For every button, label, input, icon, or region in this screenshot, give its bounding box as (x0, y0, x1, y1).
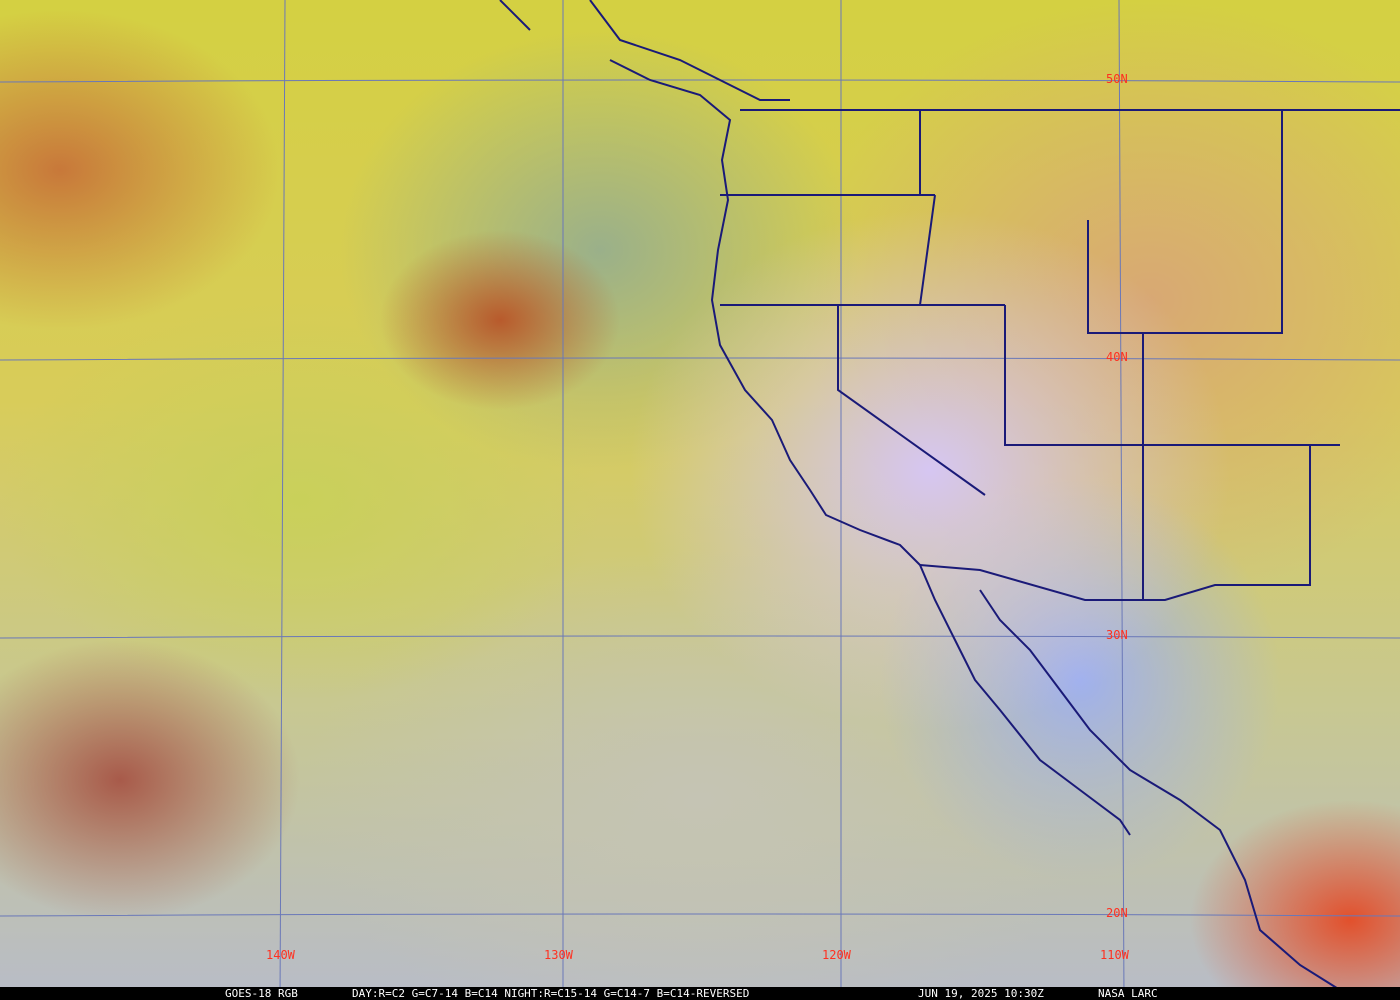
parallel-40n (0, 357, 1400, 361)
lat-label-30n: 30N (1106, 628, 1128, 642)
caption-satellite: GOES-18 RGB (225, 987, 298, 1000)
caption-credit: NASA LARC (1098, 987, 1158, 1000)
lat-label-50n: 50N (1106, 72, 1128, 86)
parallel-20n (0, 913, 1400, 917)
meridian-110w (1118, 0, 1125, 1000)
coastlines-and-borders (499, 0, 1400, 991)
lat-label-20n: 20N (1106, 906, 1128, 920)
meridian-140w (279, 0, 286, 1000)
caption-recipe: DAY:R=C2 G=C7-14 B=C14 NIGHT:R=C15-14 G=… (352, 987, 750, 1000)
canada-coast (499, 0, 790, 101)
lon-label-130w: 130W (544, 948, 573, 962)
lon-label-140w: 140W (266, 948, 295, 962)
west-coastline (609, 59, 1131, 836)
state-borders (720, 110, 1340, 601)
lon-label-120w: 120W (822, 948, 851, 962)
caption-timestamp: JUN 19, 2025 10:30Z (918, 987, 1044, 1000)
lat-label-40n: 40N (1106, 350, 1128, 364)
parallel-50n (0, 79, 1400, 83)
parallel-30n (0, 635, 1400, 639)
lon-label-110w: 110W (1100, 948, 1129, 962)
gulf-coastline (979, 589, 1341, 991)
image-caption: GOES-18 RGB DAY:R=C2 G=C7-14 B=C14 NIGHT… (0, 987, 1400, 1000)
